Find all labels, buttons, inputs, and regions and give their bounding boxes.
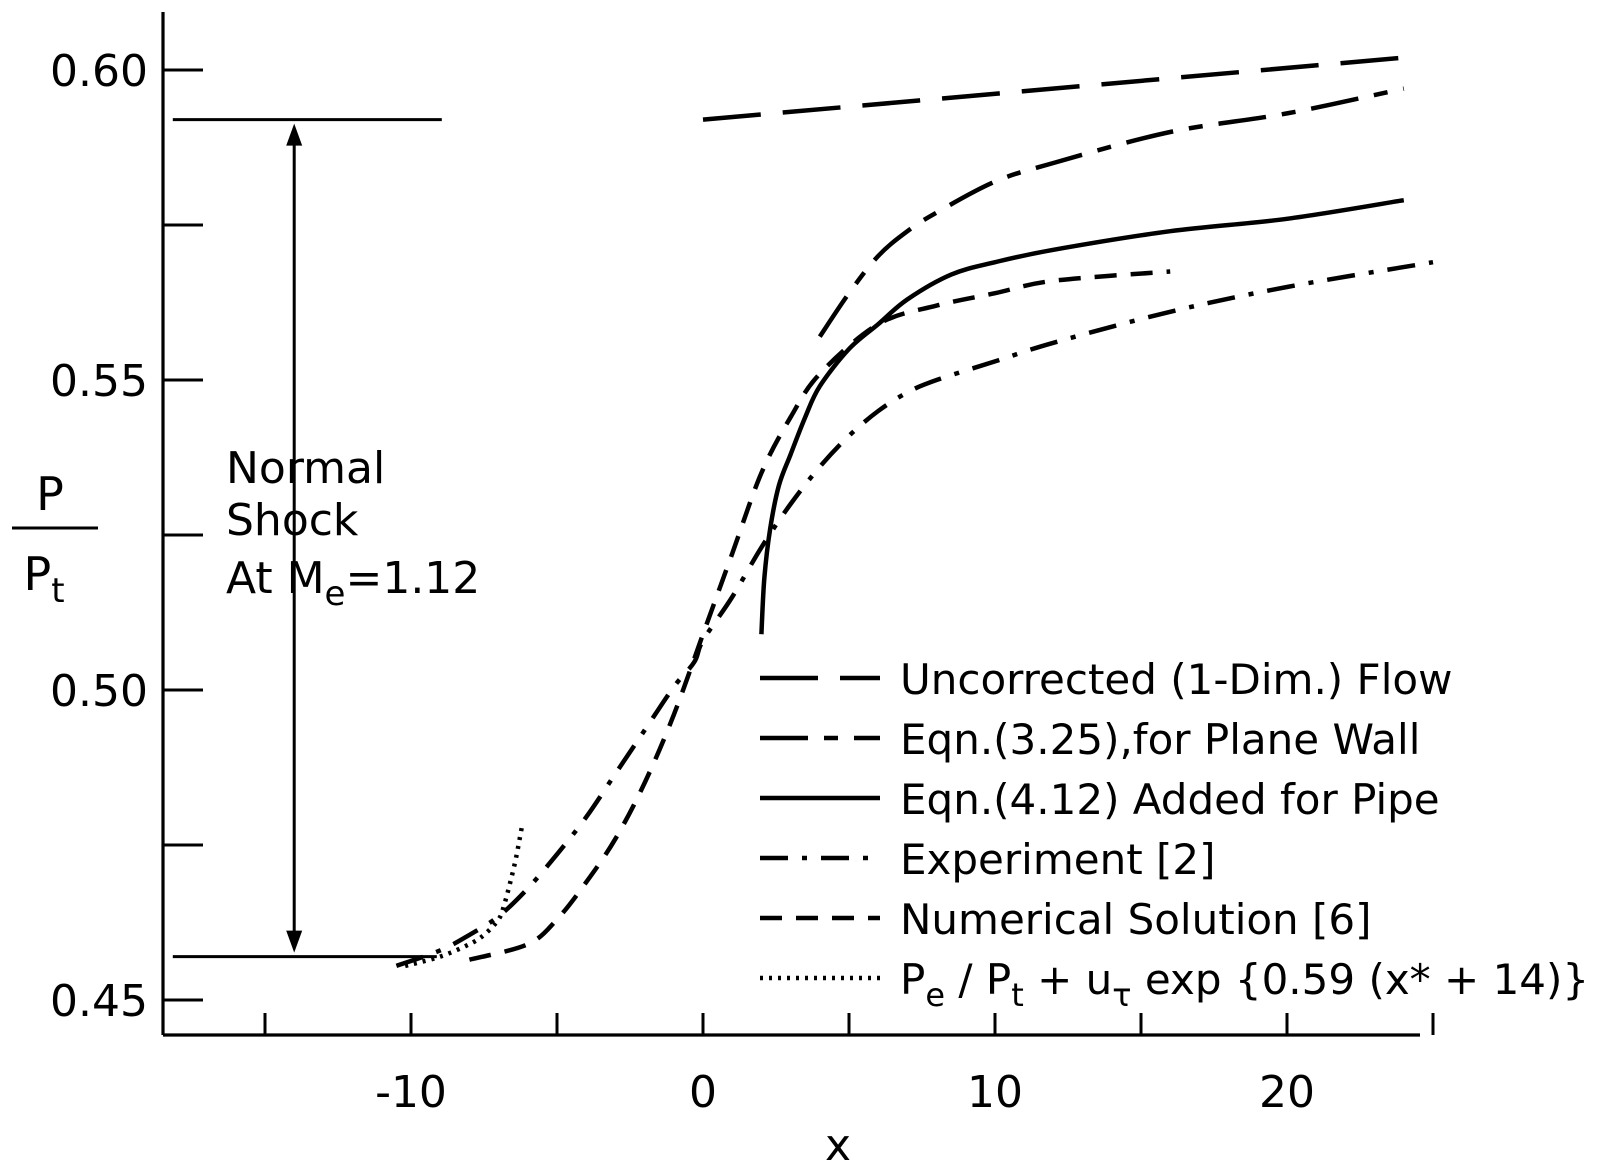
axes (161, 12, 1420, 1037)
y-tick-label: 0.55 (50, 356, 148, 407)
legend-formula-exp: exp {0.59 (x* + 14)} (1132, 955, 1590, 1004)
legend-formula-sub-t: t (1011, 976, 1024, 1014)
shock-label-line-1: Normal (226, 443, 385, 494)
x-tick-label: -10 (375, 1067, 447, 1118)
series-line-6 (404, 825, 525, 969)
shock-label-subscript: e (325, 574, 346, 614)
legend-label-1: Uncorrected (1-Dim.) Flow (900, 655, 1452, 704)
x-tick-label: 10 (967, 1067, 1023, 1118)
shock-label-suffix: =1.12 (345, 553, 480, 604)
legend-label-4: Experiment [2] (900, 835, 1216, 884)
legend-formula-sub-tau: τ (1112, 976, 1131, 1014)
shock-label-line-2: Shock (226, 495, 359, 546)
series-line-2 (817, 86, 1405, 338)
shock-label-line-3: At Me=1.12 (226, 553, 480, 614)
series-line-1 (702, 55, 1404, 122)
series-line-5 (468, 269, 1171, 962)
y-label-denominator: Pt (23, 547, 64, 611)
shock-arrow-head-down (286, 930, 303, 953)
legend-label-6: Pe / Pt + uτ exp {0.59 (x* + 14)} (900, 955, 1589, 1014)
y-label-numerator: P (36, 467, 64, 521)
legend-formula-plus-u: + u (1024, 955, 1113, 1004)
data-series (395, 55, 1434, 969)
legend-formula-pe: P (900, 955, 925, 1004)
y-label-denominator-subscript: t (51, 571, 64, 611)
x-tick-label: 0 (689, 1067, 717, 1118)
legend: Uncorrected (1-Dim.) Flow Eqn.(3.25),for … (760, 655, 1589, 1014)
legend-label-3: Eqn.(4.12) Added for Pipe (900, 775, 1440, 824)
x-tick-label: 20 (1259, 1067, 1315, 1118)
y-tick-label: 0.50 (50, 666, 148, 717)
legend-formula-over-p: / P (945, 955, 1011, 1004)
y-ticks: 0.45 0.50 0.55 0.60 (50, 46, 203, 1027)
y-tick-label: 0.45 (50, 976, 148, 1027)
shock-arrow-head-up (286, 123, 303, 146)
y-tick-label: 0.60 (50, 46, 148, 97)
legend-label-2: Eqn.(3.25),for Plane Wall (900, 715, 1420, 764)
x-axis-label: x (825, 1120, 851, 1168)
shock-label-prefix: At M (226, 553, 325, 604)
series-line-4 (395, 259, 1434, 969)
series-line-3 (759, 197, 1405, 635)
y-axis-label: P Pt (12, 467, 98, 611)
x-ticks: -10 0 10 20 (263, 1013, 1435, 1118)
y-label-denominator-base: P (23, 547, 51, 601)
legend-formula-sub-e: e (925, 976, 945, 1014)
legend-label-5: Numerical Solution [6] (900, 895, 1372, 944)
